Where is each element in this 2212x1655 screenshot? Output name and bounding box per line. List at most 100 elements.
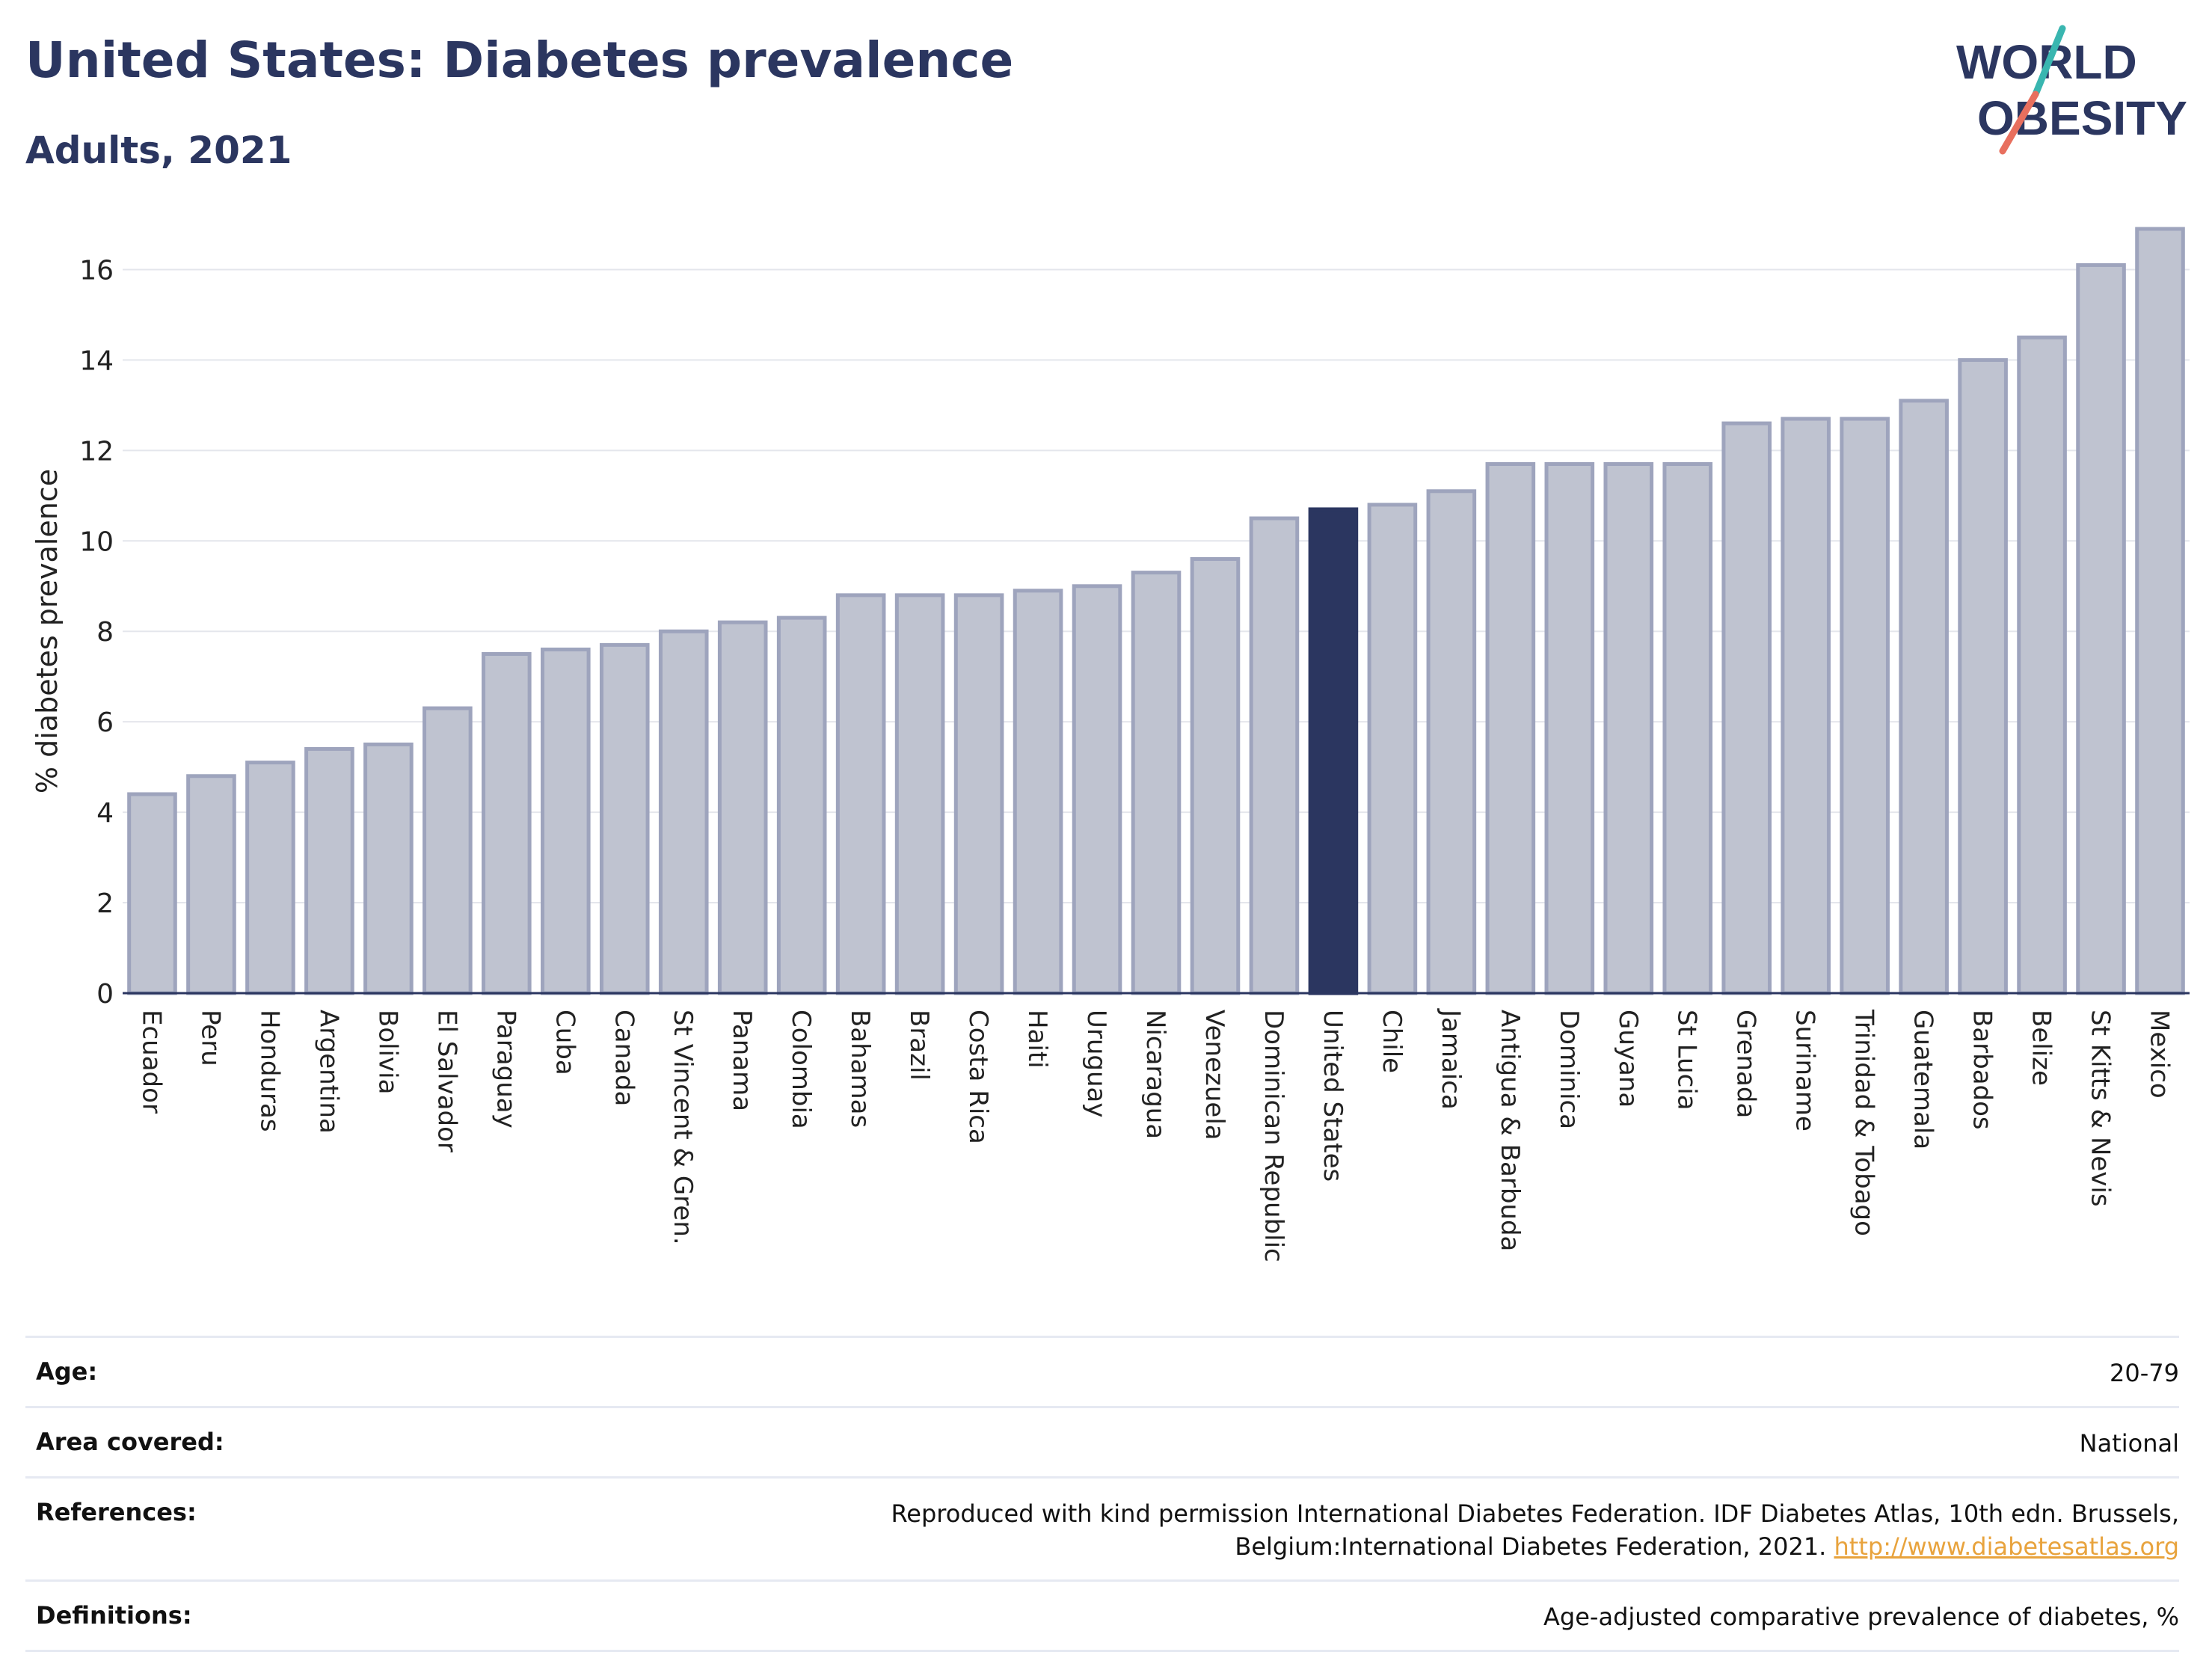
y-tick-label: 6: [96, 707, 114, 738]
x-tick-label: Canada: [609, 1010, 639, 1106]
bar: [1190, 556, 1241, 995]
bar: [717, 620, 768, 995]
bar: [599, 642, 650, 995]
info-row-references: References: Reproduced with kind permiss…: [25, 1476, 2179, 1579]
x-tick-label: Mexico: [2145, 1010, 2175, 1099]
info-row-age: Age: 20-79: [25, 1336, 2179, 1406]
bar: [482, 651, 532, 995]
logo-slash-coral: [1999, 90, 2039, 155]
bar: [1485, 461, 1536, 995]
area-value: National: [2079, 1429, 2179, 1458]
x-tick-label: United States: [1318, 1010, 1348, 1182]
bar: [776, 615, 827, 995]
x-tick-label: Grenada: [1731, 1010, 1761, 1118]
bar: [1131, 571, 1182, 995]
bar: [835, 593, 886, 995]
y-tick-label: 12: [79, 436, 114, 467]
x-tick-label: Venezuela: [1199, 1010, 1229, 1140]
age-label: Age:: [36, 1357, 98, 1386]
bar: [245, 761, 295, 995]
bar: [423, 706, 473, 995]
bar: [2076, 262, 2126, 995]
x-tick-label: Bahamas: [845, 1010, 875, 1128]
references-text: Reproduced with kind permission Internat…: [891, 1499, 2180, 1561]
x-tick-label: Honduras: [254, 1010, 284, 1132]
bar: [894, 593, 945, 995]
bar: [1662, 461, 1713, 995]
age-value: 20-79: [2110, 1359, 2179, 1387]
bar: [1958, 357, 2008, 995]
y-tick-label: 16: [79, 255, 114, 286]
x-tick-label: Dominican Republic: [1259, 1010, 1288, 1262]
references-link[interactable]: http://www.diabetesatlas.org: [1834, 1532, 2179, 1561]
x-tick-label: Bolivia: [372, 1010, 402, 1094]
y-tick-label: 2: [96, 888, 114, 919]
x-tick-label: El Salvador: [431, 1010, 461, 1152]
y-axis-ticks: 0 2 4 6 8 10 12 14 16: [79, 255, 114, 1010]
bar: [1781, 417, 1831, 995]
bar: [127, 792, 177, 995]
bar: [1721, 421, 1772, 995]
x-tick-label: Uruguay: [1081, 1010, 1111, 1118]
bar: [363, 742, 414, 995]
x-tick-label: Jamaica: [1436, 1008, 1466, 1110]
bar: [1603, 461, 1654, 995]
definitions-label: Definitions:: [36, 1600, 192, 1630]
bar: [1544, 461, 1595, 995]
references-value: Reproduced with kind permission Internat…: [646, 1498, 2180, 1562]
y-tick-label: 14: [79, 346, 114, 376]
x-tick-label: Trinidad & Tobago: [1849, 1009, 1879, 1236]
x-tick-label: Colombia: [786, 1010, 816, 1129]
x-tick-label: Paraguay: [491, 1010, 520, 1129]
x-tick-label: Brazil: [904, 1010, 934, 1081]
x-tick-label: St Kitts & Nevis: [2086, 1010, 2116, 1207]
world-obesity-logo: WORLD OBESITY: [1956, 25, 2187, 155]
bar: [1426, 489, 1477, 995]
y-tick-label: 4: [96, 798, 114, 829]
x-tick-label: Dominica: [1554, 1010, 1584, 1129]
bar: [1013, 589, 1063, 995]
bar: [1840, 417, 1890, 995]
x-tick-label: Guatemala: [1908, 1010, 1938, 1149]
bar: [186, 774, 236, 995]
bar: [304, 746, 354, 995]
x-tick-label: Barbados: [1967, 1010, 1997, 1130]
references-label: References:: [36, 1498, 197, 1527]
x-tick-label: Costa Rica: [963, 1010, 993, 1144]
info-row-area: Area covered: National: [25, 1406, 2179, 1476]
x-tick-label: Antigua & Barbuda: [1495, 1010, 1525, 1251]
bar: [1249, 516, 1300, 995]
x-tick-label: Guyana: [1613, 1010, 1643, 1108]
bar: [2017, 335, 2067, 995]
x-tick-label: Chile: [1377, 1010, 1407, 1073]
y-axis-label: % diabetes prevalence: [31, 469, 64, 793]
x-tick-label: Belize: [2027, 1010, 2056, 1086]
y-tick-label: 0: [96, 979, 114, 1010]
x-tick-label: Peru: [195, 1010, 225, 1066]
x-tick-label: Cuba: [550, 1010, 580, 1075]
logo-slash-teal: [2032, 25, 2066, 98]
x-axis-labels: Ecuador Peru Honduras Argentina Bolivia El Sa…: [136, 1008, 2174, 1262]
bar: [953, 593, 1004, 995]
bar: [2135, 227, 2185, 995]
x-tick-label: Suriname: [1790, 1010, 1820, 1132]
y-tick-label: 8: [96, 617, 114, 648]
chart-title: United States: Diabetes prevalence: [25, 31, 1014, 89]
bar: [1367, 503, 1418, 995]
bar: [1899, 399, 1949, 995]
x-tick-label: Ecuador: [136, 1010, 166, 1114]
bar-highlight: [1308, 507, 1359, 995]
info-row-definitions: Definitions: Age-adjusted comparative pr…: [25, 1579, 2179, 1652]
info-table: Age: 20-79 Area covered: National Refere…: [25, 1336, 2179, 1652]
bar: [1072, 584, 1122, 995]
x-tick-label: Argentina: [313, 1010, 343, 1134]
bar: [540, 647, 591, 995]
bar-chart: 0 2 4 6 8 10 12 14 16 Ecuador Peru Honduras Argenti…: [31, 227, 2190, 1262]
y-tick-label: 10: [79, 526, 114, 557]
definitions-value: Age-adjusted comparative prevalence of d…: [1543, 1602, 2179, 1631]
x-tick-label: Nicaragua: [1140, 1010, 1170, 1139]
x-tick-label: St Lucia: [1672, 1010, 1702, 1111]
bar: [658, 629, 709, 995]
x-tick-label: St Vincent & Gren.: [668, 1010, 698, 1245]
bars: [127, 227, 2185, 995]
